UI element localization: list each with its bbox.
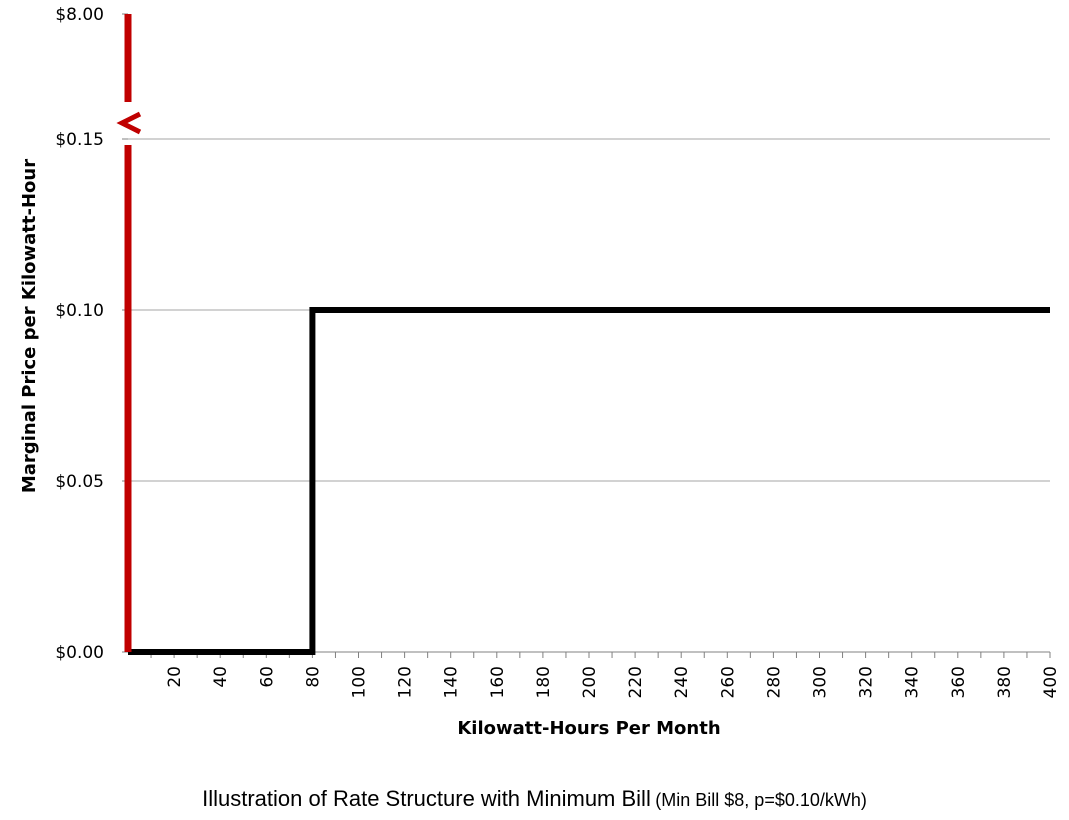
x-tick-label: 140 — [442, 666, 462, 698]
y-tick-label: $0.15 — [55, 130, 104, 150]
tick-labels: $0.00 $0.05 $0.10 $0.15 $8.00 20 40 60 80 100 120 1… — [55, 5, 1061, 698]
y-tick-label: $0.00 — [55, 643, 104, 663]
chart-canvas: $0.00 $0.05 $0.10 $0.15 $8.00 20 40 60 80 100 120 1… — [19, 5, 1061, 739]
x-tick-label: 100 — [350, 666, 370, 698]
caption-sub: (Min Bill $8, p=$0.10/kWh) — [655, 790, 867, 810]
x-tick-label: 200 — [580, 666, 600, 698]
x-axis-title: Kilowatt-Hours Per Month — [457, 718, 720, 739]
x-tick-label: 280 — [764, 666, 784, 698]
x-tick-label: 160 — [488, 666, 508, 698]
x-tick-label: 360 — [949, 666, 969, 698]
x-tick-label: 20 — [165, 666, 185, 688]
minimum-bill-layer — [116, 14, 142, 652]
y-axis-title: Marginal Price per Kilowatt-Hour — [19, 159, 40, 493]
axis-break-marker — [116, 111, 142, 135]
caption-main: Illustration of Rate Structure with Mini… — [202, 786, 651, 811]
x-tick-label: 80 — [303, 666, 323, 688]
y-break-label: $8.00 — [55, 5, 104, 25]
x-tick-label: 380 — [995, 666, 1015, 698]
x-tick-label: 320 — [857, 666, 877, 698]
x-tick-label: 60 — [257, 666, 277, 688]
figure-caption: Illustration of Rate Structure with Mini… — [0, 786, 1069, 812]
y-tick-label: $0.05 — [55, 472, 104, 492]
axes — [122, 13, 1051, 658]
x-tick-label: 40 — [211, 666, 231, 688]
x-tick-label: 400 — [1041, 666, 1061, 698]
x-tick-label: 240 — [672, 666, 692, 698]
x-tick-label: 180 — [534, 666, 554, 698]
x-tick-label: 120 — [396, 666, 416, 698]
x-tick-label: 220 — [626, 666, 646, 698]
x-tick-label: 300 — [811, 666, 831, 698]
y-tick-label: $0.10 — [55, 301, 104, 321]
step-price-line — [128, 307, 1050, 655]
series-layer — [128, 307, 1050, 655]
x-tick-label: 340 — [903, 666, 923, 698]
x-tick-label: 260 — [718, 666, 738, 698]
